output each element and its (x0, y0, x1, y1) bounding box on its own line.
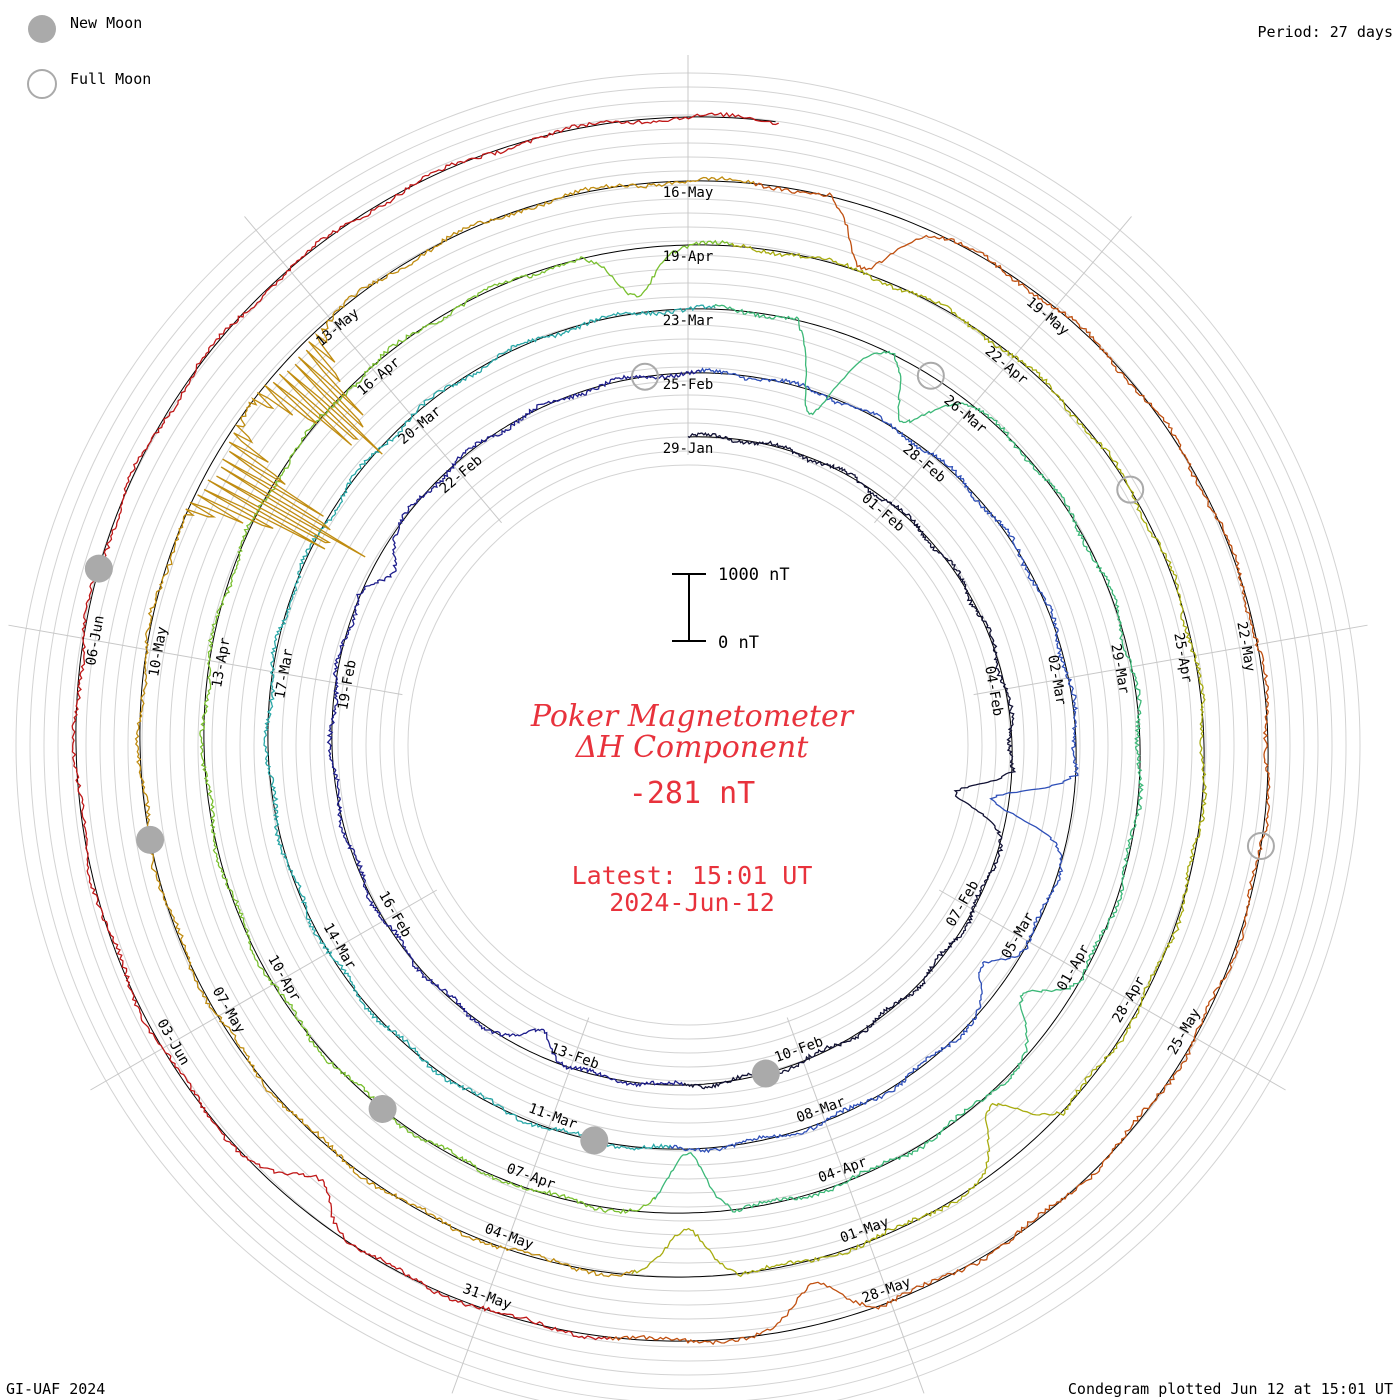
scale-bar (672, 573, 706, 642)
day-radial-line (874, 216, 1132, 524)
date-label: 07-Apr (504, 1161, 557, 1193)
trace-segment (263, 304, 716, 1151)
moon-markers (84, 361, 1275, 1155)
current-value: -281 nT (629, 776, 755, 811)
date-label: 25-Feb (663, 377, 714, 393)
new-moon-marker (751, 1059, 780, 1088)
trace-segment (607, 182, 1271, 1346)
trace-segment (199, 239, 734, 1215)
date-label: 19-Apr (663, 249, 714, 265)
period-label: Period: 27 days (1258, 23, 1393, 41)
trace-segment (71, 111, 779, 1341)
trace-segment (681, 431, 1017, 1090)
grid-ring (407, 464, 969, 1026)
day-radial-line (938, 889, 1286, 1091)
zero-baseline (75, 116, 1269, 1342)
new-moon-legend-icon (28, 15, 56, 43)
day-radial-line (90, 889, 438, 1091)
latest-time: Latest: 15:01 UT (572, 861, 813, 890)
plotted-timestamp: Condegram plotted Jun 12 at 15:01 UT (1068, 1380, 1393, 1398)
date-label: 01-May (838, 1214, 891, 1246)
date-label: 04-Apr (816, 1154, 869, 1186)
new-moon-marker (580, 1126, 609, 1155)
full-moon-marker (1246, 832, 1275, 861)
date-label: 16-May (663, 185, 714, 201)
trace-segment (652, 303, 1144, 1213)
scale-top-label: 1000 nT (718, 565, 790, 585)
new-moon-marker (368, 1094, 397, 1123)
full-moon-marker (916, 361, 945, 390)
full-moon-legend-icon (27, 69, 57, 99)
chart-subtitle: ΔH Component (575, 730, 809, 765)
new-moon-marker (84, 554, 113, 583)
full-moon-marker (1116, 475, 1145, 504)
trace-group (71, 111, 1271, 1346)
trace-segment (326, 369, 701, 1088)
trace-segment (631, 242, 1208, 1278)
new-moon-legend-label: New Moon (70, 14, 142, 32)
day-radial-line (244, 216, 502, 524)
full-moon-legend-label: Full Moon (70, 70, 151, 88)
trace-segment (668, 367, 1079, 1154)
scale-bottom-label: 0 nT (718, 633, 759, 653)
day-radial-line (786, 1017, 925, 1394)
date-label: 29-Jan (663, 441, 714, 457)
day-radial-line (451, 1017, 590, 1394)
latest-date: 2024-Jun-12 (609, 888, 775, 917)
date-label: 23-Mar (663, 313, 714, 329)
day-radial-line (973, 624, 1368, 696)
credit-label: GI-UAF 2024 (6, 1380, 105, 1398)
full-moon-marker (630, 362, 659, 391)
zero-spiral (75, 116, 1269, 1342)
date-label: 28-May (860, 1274, 913, 1306)
new-moon-marker (136, 825, 165, 854)
chart-title: Poker Magnetometer (530, 699, 855, 734)
trace-segment (134, 176, 757, 1278)
date-label: 04-May (482, 1221, 535, 1253)
